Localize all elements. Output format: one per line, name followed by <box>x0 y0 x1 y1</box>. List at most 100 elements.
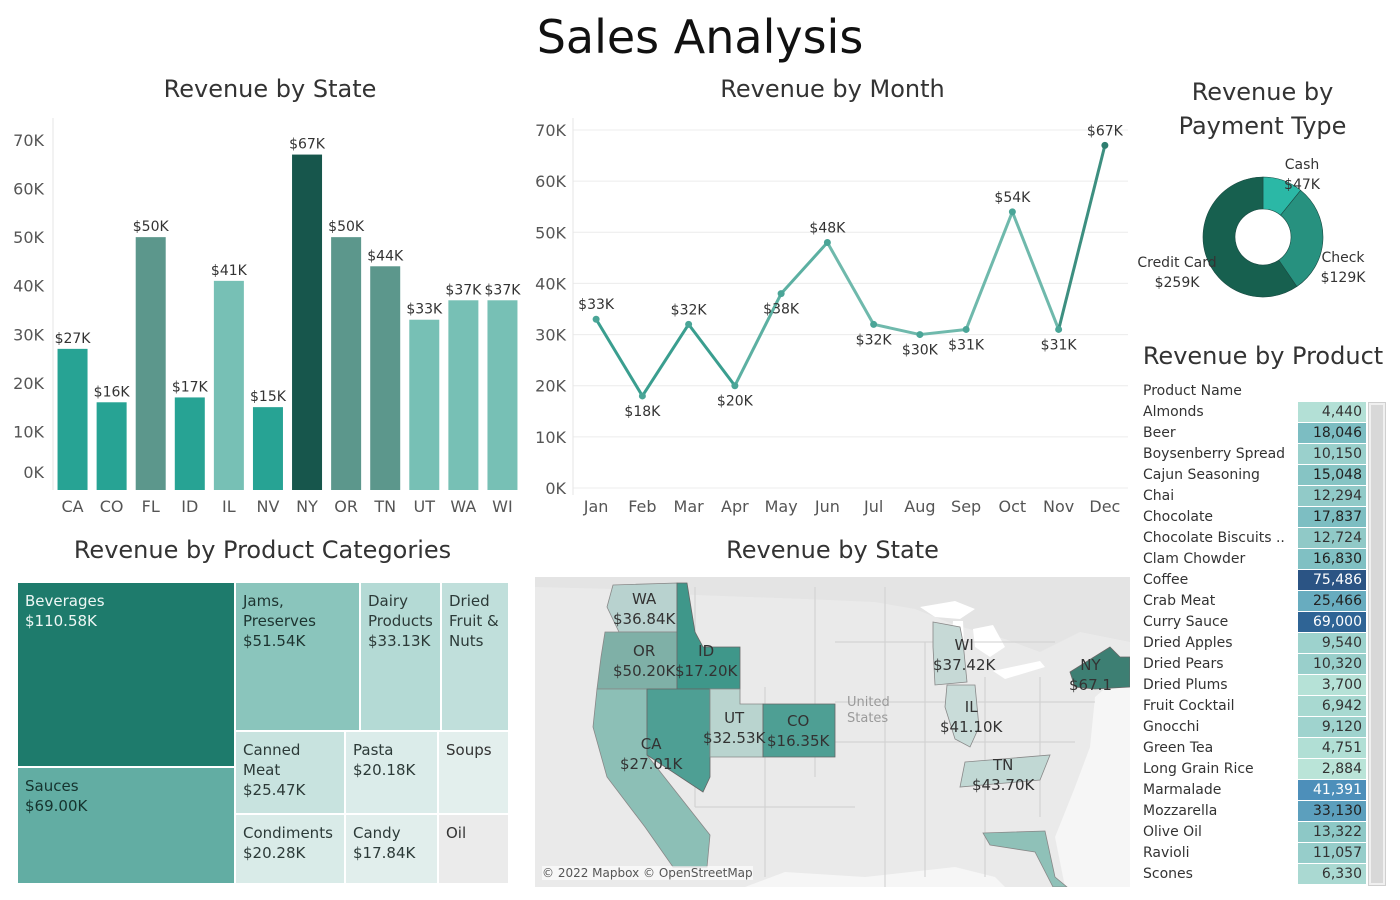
month-point-dec[interactable] <box>1101 141 1109 149</box>
table-row[interactable]: Olive Oil 13,322 <box>1138 822 1390 843</box>
treemap-cell-pasta[interactable]: Pasta $20.18K <box>345 731 438 814</box>
table-row[interactable]: Dried Pears 10,320 <box>1138 654 1390 675</box>
state-or[interactable] <box>596 631 678 690</box>
month-line-segment <box>964 211 1014 331</box>
state-bar-xtick: UT <box>414 497 436 516</box>
table-row[interactable]: Dried Apples 9,540 <box>1138 633 1390 654</box>
state-nv[interactable] <box>646 688 711 793</box>
month-line-xtick: Feb <box>628 497 656 516</box>
state-bar-fl[interactable] <box>135 237 166 490</box>
state-bar-xtick: WA <box>450 497 476 516</box>
state-co[interactable] <box>762 703 836 758</box>
table-row[interactable]: Beer 18,046 <box>1138 423 1390 444</box>
product-revenue: 25,466 <box>1298 591 1366 611</box>
treemap-cell-name: Jams, Preserves <box>243 592 316 630</box>
table-row[interactable]: Crab Meat 25,466 <box>1138 591 1390 612</box>
state-bar-xtick: NY <box>296 497 318 516</box>
product-rows: Almonds 4,440 Beer 18,046 Boysenberry Spread… <box>1138 402 1390 885</box>
month-point-mar[interactable] <box>685 320 693 328</box>
month-line-ytick: 70K <box>535 121 566 140</box>
state-fl[interactable] <box>982 830 1068 887</box>
treemap-cell-sauces[interactable]: Sauces $69.00K <box>17 767 235 884</box>
state-bar-or[interactable] <box>331 237 362 490</box>
table-row[interactable]: Chai 12,294 <box>1138 486 1390 507</box>
state-bar-tn[interactable] <box>370 266 401 490</box>
treemap-cell-oil[interactable]: Oil <box>438 814 509 884</box>
donut-slice-check[interactable] <box>1278 189 1324 287</box>
treemap-cell-soups[interactable]: Soups <box>438 731 509 814</box>
treemap-cell-value: $20.28K <box>243 844 306 862</box>
month-point-feb[interactable] <box>638 392 646 400</box>
table-row[interactable]: Chocolate Biscuits .. 12,724 <box>1138 528 1390 549</box>
month-point-jun[interactable] <box>823 239 831 247</box>
state-ny[interactable] <box>1069 646 1130 690</box>
treemap-cell-jams-preserves[interactable]: Jams, Preserves $51.54K <box>235 582 360 731</box>
state-tn[interactable] <box>959 754 1051 788</box>
donut-slice-credit-card[interactable] <box>1202 176 1298 298</box>
donut-category-label: Check <box>1321 250 1365 266</box>
product-name: Almonds <box>1143 404 1204 420</box>
treemap-cell-condiments[interactable]: Condiments $20.28K <box>235 814 345 884</box>
treemap-cell-candy[interactable]: Candy $17.84K <box>345 814 438 884</box>
state-bar-id[interactable] <box>174 397 205 490</box>
table-row[interactable]: Mozzarella 33,130 <box>1138 801 1390 822</box>
month-line-chart[interactable]: 0K 10K 20K 30K 40K 50K 60K 70K $33K Jan $18K Feb $32… <box>530 110 1135 525</box>
table-row[interactable]: Almonds 4,440 <box>1138 402 1390 423</box>
treemap-cell-dairy-products[interactable]: Dairy Products $33.13K <box>360 582 441 731</box>
table-row[interactable]: Scones 6,330 <box>1138 864 1390 885</box>
table-row[interactable]: Curry Sauce 69,000 <box>1138 612 1390 633</box>
month-line-segment <box>919 327 967 337</box>
product-name: Clam Chowder <box>1143 551 1246 567</box>
state-bar-ny[interactable] <box>292 154 323 491</box>
table-row[interactable]: Green Tea 4,751 <box>1138 738 1390 759</box>
table-row[interactable]: Dried Plums 3,700 <box>1138 675 1390 696</box>
state-bar-wi[interactable] <box>487 300 518 490</box>
scrollbar-thumb[interactable] <box>1371 405 1383 883</box>
category-treemap[interactable]: Beverages $110.58K Sauces $69.00K Jams, Pres… <box>17 582 509 884</box>
state-il[interactable] <box>944 684 980 748</box>
table-row[interactable]: Boysenberry Spread 10,150 <box>1138 444 1390 465</box>
table-row[interactable]: Chocolate 17,837 <box>1138 507 1390 528</box>
month-point-nov[interactable] <box>1055 325 1063 333</box>
table-row[interactable]: Fruit Cocktail 6,942 <box>1138 696 1390 717</box>
state-bar-co[interactable] <box>96 402 127 490</box>
treemap-cell-beverages[interactable]: Beverages $110.58K <box>17 582 235 767</box>
month-line-ytick: 40K <box>535 274 566 293</box>
state-bar-ut[interactable] <box>409 319 440 490</box>
month-line-xtick: Sep <box>951 497 981 516</box>
treemap-cell-canned-meat[interactable]: Canned Meat $25.47K <box>235 731 345 814</box>
table-row[interactable]: Long Grain Rice 2,884 <box>1138 759 1390 780</box>
month-point-apr[interactable] <box>731 382 739 390</box>
state-wa[interactable] <box>606 582 678 633</box>
table-row[interactable]: Marmalade 41,391 <box>1138 780 1390 801</box>
state-bar-label: $44K <box>367 248 404 264</box>
month-point-jul[interactable] <box>870 320 878 328</box>
table-row[interactable]: Ravioli 11,057 <box>1138 843 1390 864</box>
state-wi[interactable] <box>932 621 968 686</box>
table-row[interactable]: Clam Chowder 16,830 <box>1138 549 1390 570</box>
month-line-label: $54K <box>994 190 1031 206</box>
table-row[interactable]: Gnocchi 9,120 <box>1138 717 1390 738</box>
state-map[interactable] <box>535 577 1130 887</box>
treemap-cell-value: $25.47K <box>243 781 306 799</box>
treemap-cell-dried-fruit-nuts[interactable]: Dried Fruit & Nuts <box>441 582 509 731</box>
month-line-label: $31K <box>948 337 985 353</box>
month-line-xtick: Nov <box>1043 497 1074 516</box>
month-line-segment <box>1010 211 1061 331</box>
month-point-may[interactable] <box>777 290 785 298</box>
product-table-scrollbar[interactable] <box>1368 402 1386 886</box>
month-point-sep[interactable] <box>962 325 970 333</box>
product-column-header[interactable]: Product Name <box>1143 383 1242 399</box>
state-bar-nv[interactable] <box>252 407 283 490</box>
payment-donut-chart[interactable]: Cash $47K Check $129K Credit Card $259K <box>1135 145 1390 315</box>
month-point-aug[interactable] <box>916 331 924 339</box>
state-bar-chart[interactable]: 0K 10K 20K 30K 40K 50K 60K 70K $27K CA $16K CO $50K F… <box>0 110 530 525</box>
table-row[interactable]: Cajun Seasoning 15,048 <box>1138 465 1390 486</box>
state-bar-label: $15K <box>250 389 287 405</box>
state-bar-il[interactable] <box>213 280 244 490</box>
state-bar-wa[interactable] <box>448 300 479 490</box>
table-row[interactable]: Coffee 75,486 <box>1138 570 1390 591</box>
month-point-oct[interactable] <box>1008 208 1016 216</box>
month-point-jan[interactable] <box>592 315 600 323</box>
state-bar-ca[interactable] <box>57 348 88 490</box>
